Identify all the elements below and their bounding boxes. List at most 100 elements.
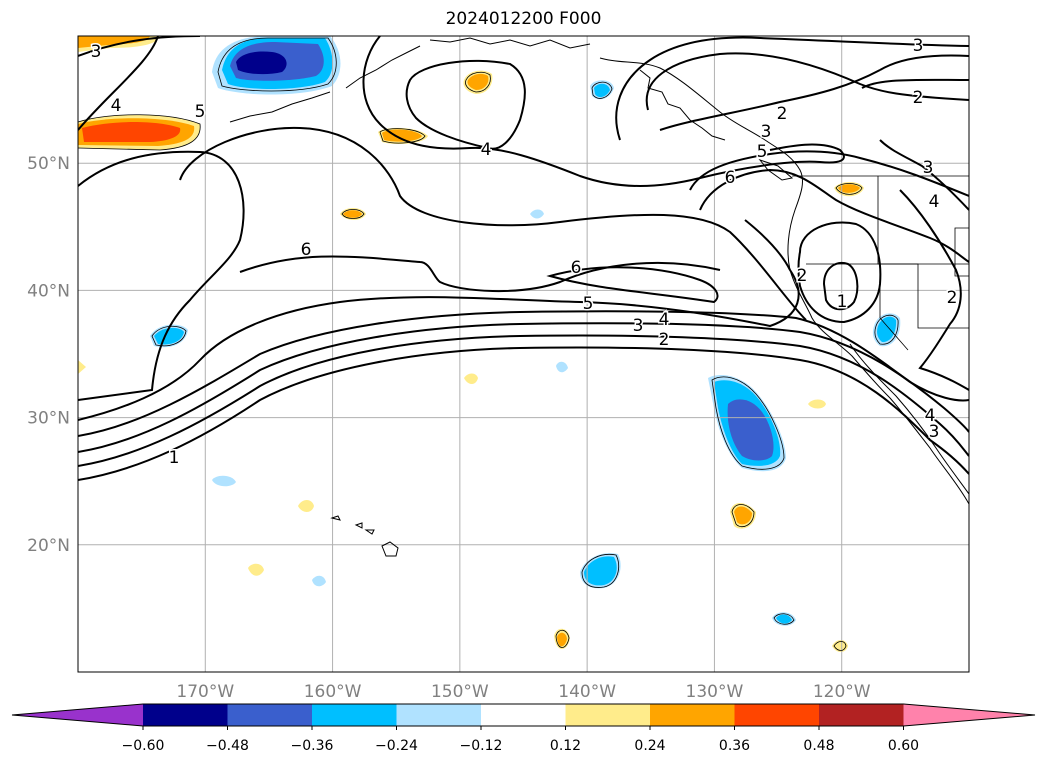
contour-value-label: 3 xyxy=(761,122,772,142)
negative-anomaly-region xyxy=(154,327,184,345)
contour-value-label: 2 xyxy=(947,288,958,308)
contour-value-label: 5 xyxy=(757,142,768,162)
north-america-coastline xyxy=(599,57,969,505)
contour-line xyxy=(78,322,969,453)
contour-line xyxy=(78,334,969,467)
contour-value-label: 4 xyxy=(925,406,936,426)
contour-value-label: 2 xyxy=(777,104,788,124)
aleutian-islands xyxy=(345,45,421,89)
anomaly-outline xyxy=(78,114,201,151)
colorbar-segment xyxy=(227,704,313,726)
coastlines xyxy=(229,37,969,557)
positive-anomaly-region xyxy=(248,563,264,576)
contour-line xyxy=(699,168,969,263)
contour-value-label: 1 xyxy=(169,448,180,468)
graticule xyxy=(78,36,969,672)
colorbar-tick-label: 0.12 xyxy=(550,738,581,754)
contour-line xyxy=(78,310,969,437)
negative-anomaly-region xyxy=(776,614,792,624)
colorbar-tick-label: −0.12 xyxy=(460,738,503,754)
contour-line xyxy=(239,255,721,292)
contour-value-label: 2 xyxy=(913,88,924,108)
positive-anomaly-region xyxy=(808,399,826,409)
state-border xyxy=(954,227,969,277)
anomaly-outline xyxy=(341,209,365,219)
colorbar-tick-label: −0.36 xyxy=(291,738,334,754)
contour-value-label: 3 xyxy=(923,158,934,178)
latitude-label: 40°N xyxy=(27,281,70,301)
contour-line xyxy=(405,59,526,150)
positive-anomaly-region xyxy=(467,73,489,90)
contour-line xyxy=(179,126,807,321)
hawaii-island xyxy=(364,529,375,535)
contour-value-label: 4 xyxy=(929,192,940,212)
contour-value-label: 3 xyxy=(633,316,644,336)
positive-anomaly-region xyxy=(734,506,752,525)
contour-value-label: 3 xyxy=(91,42,102,62)
height-contours xyxy=(78,36,969,481)
negative-anomaly-region xyxy=(530,209,544,219)
contour-value-label: 4 xyxy=(111,96,122,116)
alaska-mainland-coast xyxy=(429,37,591,49)
contour-line xyxy=(899,189,969,391)
map-frame xyxy=(77,35,970,673)
contour-value-label: 6 xyxy=(725,168,736,188)
negative-anomaly-region xyxy=(212,475,236,487)
contour-line xyxy=(879,139,969,211)
colorbar-segment xyxy=(143,704,228,726)
positive-anomaly-region xyxy=(838,184,860,193)
anomaly-outline xyxy=(773,613,795,625)
colorbar-segment xyxy=(565,704,651,726)
baja-peninsula-coastline xyxy=(849,343,969,495)
contour-line xyxy=(615,36,969,141)
contour-value-label: 1 xyxy=(837,292,848,312)
negative-anomaly-region xyxy=(727,399,774,461)
longitude-label: 140°W xyxy=(558,682,616,702)
contour-line xyxy=(362,36,845,187)
contour-value-label: 2 xyxy=(659,330,670,350)
negative-anomaly-region xyxy=(594,83,610,98)
anomaly-outline xyxy=(591,81,613,99)
contour-line xyxy=(78,36,159,131)
negative-anomaly-region xyxy=(584,556,617,586)
negative-anomaly-region xyxy=(556,361,568,373)
contour-line xyxy=(78,219,800,421)
contour-line xyxy=(797,221,882,324)
longitude-label: 160°W xyxy=(304,682,362,702)
contour-value-label: 6 xyxy=(571,258,582,278)
anomaly-outline xyxy=(874,314,899,345)
colorbar-tick-label: −0.60 xyxy=(122,738,165,754)
hawaii-island xyxy=(354,522,363,529)
anomaly-outlines xyxy=(78,37,899,651)
colorbar-segment xyxy=(396,704,482,726)
figure-title: 2024012200 F000 xyxy=(445,9,602,29)
negative-anomaly-region xyxy=(877,316,897,343)
contour-value-label: 5 xyxy=(195,102,206,122)
contour-value-label: 5 xyxy=(583,294,594,314)
contour-value-label: 3 xyxy=(913,36,924,56)
anomaly-shading xyxy=(78,36,901,652)
contour-line xyxy=(879,54,969,71)
latitude-label: 20°N xyxy=(27,536,70,556)
contour-value-label: 3 xyxy=(929,422,940,442)
colorbar-extend-low xyxy=(12,704,143,726)
anomaly-outline xyxy=(555,629,570,648)
anomaly-outline xyxy=(465,71,491,93)
colorbar-segment xyxy=(312,704,397,726)
latitude-label: 50°N xyxy=(27,154,70,174)
contour-line xyxy=(689,150,969,197)
colorbar-tick-label: 0.60 xyxy=(888,738,919,754)
contour-line xyxy=(78,346,969,481)
colorbar-tick-label: 0.36 xyxy=(719,738,750,754)
colorbar: −0.60 −0.48 −0.36 −0.24 −0.12 0.12 0.24 0.36 0.4… xyxy=(11,703,1036,754)
negative-anomaly-region xyxy=(236,51,287,75)
hawaii-island xyxy=(330,515,341,521)
contour-line xyxy=(546,266,719,304)
anomaly-outline xyxy=(151,325,187,347)
hawaii-island xyxy=(381,541,399,557)
alaska-panhandle-coastline xyxy=(639,69,726,141)
anomaly-outline xyxy=(835,183,863,195)
